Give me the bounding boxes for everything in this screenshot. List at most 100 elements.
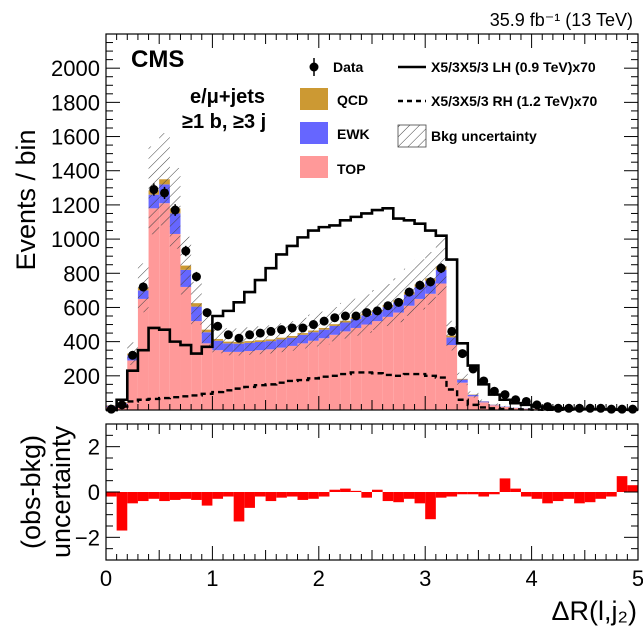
ratio-bar	[127, 492, 138, 503]
ratio-bar	[319, 492, 330, 497]
legend-rh-label: X5/3X5/3 RH (1.2 TeV)x70	[431, 93, 597, 109]
data-point	[458, 349, 467, 358]
data-point	[298, 323, 307, 332]
top-bar	[457, 383, 468, 410]
bkg-uncertainty-band	[329, 307, 340, 341]
bkg-uncertainty-band	[489, 403, 500, 405]
data-point	[479, 376, 488, 385]
y-tick-label: 800	[63, 261, 100, 286]
data-point	[139, 282, 148, 291]
data-point	[362, 308, 371, 317]
top-bar	[255, 350, 266, 410]
top-bar	[287, 346, 298, 410]
data-point	[192, 272, 201, 281]
ratio-bar	[340, 489, 351, 492]
ratio-bar	[329, 490, 340, 492]
data-point	[511, 395, 520, 404]
data-point	[437, 264, 446, 273]
top-bar	[329, 335, 340, 410]
ratio-bar	[298, 492, 309, 500]
ratio-bar	[117, 492, 128, 531]
ratio-bar	[372, 490, 383, 492]
data-point	[128, 351, 137, 360]
ratio-bar	[149, 492, 160, 499]
legend-ewk-label: EWK	[337, 126, 370, 142]
ratio-bar	[361, 492, 372, 498]
bkg-uncertainty-band	[468, 391, 479, 397]
bkg-uncertainty-band	[308, 315, 319, 347]
legend-unc-label: Bkg uncertainty	[431, 128, 537, 144]
x-tick-label: 3	[419, 566, 431, 591]
top-bar	[468, 396, 479, 410]
y-tick-label: 1800	[51, 90, 100, 115]
channel-label-line2: ≥1 b, ≥3 j	[182, 111, 266, 133]
data-point	[181, 247, 190, 256]
ratio-bar	[223, 492, 234, 497]
bkg-uncertainty-band	[202, 314, 213, 346]
top-bar	[393, 313, 404, 410]
data-point	[235, 334, 244, 343]
ratio-bar	[532, 492, 543, 499]
bkg-uncertainty-band	[298, 318, 309, 349]
x-tick-label: 2	[313, 566, 325, 591]
ratio-bar	[351, 491, 362, 492]
ratio-bar	[404, 492, 415, 499]
ratio-bar	[521, 492, 532, 497]
ratio-y-tick-label: −2	[75, 525, 100, 550]
data-point	[266, 327, 275, 336]
legend-qcd-label: QCD	[337, 92, 368, 108]
ratio-bar	[106, 492, 117, 497]
top-bar	[319, 338, 330, 410]
ratio-bar	[383, 492, 394, 501]
ratio-bar	[244, 492, 255, 508]
top-bar	[372, 321, 383, 410]
ratio-bar	[553, 492, 564, 501]
ratio-bar	[170, 492, 181, 500]
y-axis-label: Events / bin	[11, 129, 41, 270]
data-point	[405, 288, 414, 297]
top-bar	[446, 345, 457, 410]
x-tick-label: 0	[100, 566, 112, 591]
y-tick-label: 1000	[51, 227, 100, 252]
legend-data-marker	[310, 63, 319, 72]
top-bar	[308, 341, 319, 410]
legend-unc-swatch	[398, 125, 426, 147]
data-point	[469, 364, 478, 373]
top-bar	[361, 325, 372, 410]
ratio-bar	[276, 492, 287, 498]
ratio-y-tick-label: 0	[88, 480, 100, 505]
data-point	[256, 329, 265, 338]
top-bar	[383, 317, 394, 410]
ratio-bar	[393, 492, 404, 502]
top-bar	[202, 343, 213, 410]
data-point	[564, 404, 573, 413]
top-bar	[180, 287, 191, 410]
top-bar	[244, 351, 255, 410]
data-point	[171, 206, 180, 215]
data-point	[373, 306, 382, 315]
ratio-bar	[510, 489, 521, 492]
data-point	[618, 405, 627, 414]
upper-panel: 200 400 600 800 1000 1200 1400 1600 1800 2000	[51, 34, 638, 414]
data-point	[586, 404, 595, 413]
ratio-bar	[255, 492, 266, 497]
ratio-y-tick-label: 2	[88, 435, 100, 460]
x-tick-label: 5	[632, 566, 643, 591]
data-point	[383, 301, 392, 310]
bkg-uncertainty-band	[319, 312, 330, 345]
ratio-y-label-bottom: uncertainty	[46, 425, 76, 558]
ratio-bar	[425, 492, 436, 519]
y-tick-label: 200	[63, 364, 100, 389]
bkg-uncertainty-band	[191, 282, 202, 325]
ratio-bar	[542, 492, 553, 503]
top-bar	[223, 352, 234, 410]
top-bar	[170, 234, 181, 410]
ratio-bar	[234, 492, 245, 521]
ratio-bar	[446, 492, 457, 497]
top-bar	[212, 350, 223, 410]
y-tick-label: 600	[63, 295, 100, 320]
data-point	[341, 312, 350, 321]
ratio-bar	[415, 492, 426, 503]
top-bar	[266, 349, 277, 410]
